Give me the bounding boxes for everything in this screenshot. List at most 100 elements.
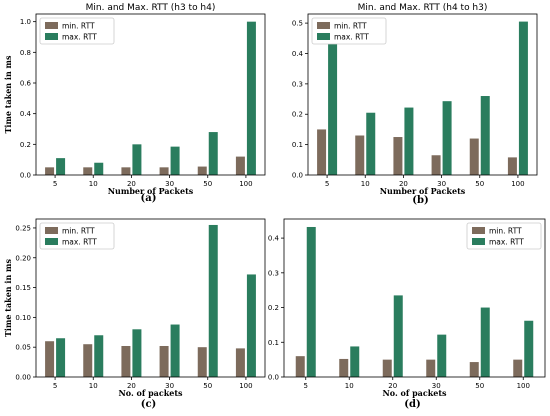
bar-max-rtt [328, 21, 338, 175]
bar-max-rtt [132, 144, 142, 175]
legend-swatch [472, 227, 485, 234]
plot-frame [35, 218, 266, 378]
x-tick-label: 20 [399, 180, 408, 188]
legend-swatch [45, 238, 58, 245]
legend-label: min. RTT [489, 227, 522, 236]
y-tick-label: 0.10 [15, 314, 31, 322]
y-tick-label: 0.2 [268, 304, 279, 312]
legend-swatch [317, 33, 330, 40]
subfigure-label: (d) [404, 399, 420, 410]
chart-panel-1: Min. and Max. RTT (h3 to h4) 0.0 0.2 0.4 0.6… [3, 3, 266, 204]
x-tick-label: 5 [304, 382, 308, 390]
y-tick-label: 0.05 [15, 344, 31, 352]
x-tick-label: 10 [89, 180, 98, 188]
y-tick-label: 0.2 [20, 141, 31, 149]
bar-min-rtt [83, 344, 93, 377]
x-tick-label: 50 [203, 180, 212, 188]
bar-min-rtt [235, 348, 245, 377]
legend-box [39, 17, 115, 45]
bar-min-rtt [513, 359, 523, 377]
bar-max-rtt [132, 329, 142, 377]
bar-max-rtt [56, 338, 66, 377]
chart-title: Min. and Max. RTT (h4 to h3) [358, 3, 488, 13]
y-tick-label: 0.0 [292, 172, 303, 180]
bar-max-rtt [442, 101, 452, 175]
x-tick-label: 20 [127, 180, 136, 188]
x-tick-label: 5 [53, 180, 57, 188]
bar-max-rtt [170, 324, 180, 377]
x-tick-label: 10 [89, 382, 98, 390]
legend-label: min. RTT [62, 227, 95, 236]
legend-label: min. RTT [334, 22, 367, 31]
subfigure-label: (c) [141, 399, 157, 410]
legend-swatch [45, 227, 58, 234]
x-tick-label: 30 [165, 180, 174, 188]
x-tick-label: 5 [53, 382, 57, 390]
plot-frame [283, 218, 546, 378]
y-tick-label: 0.8 [20, 49, 31, 57]
bar-min-rtt [197, 166, 207, 175]
x-tick-label: 50 [475, 180, 484, 188]
legend-swatch [317, 22, 330, 29]
bar-max-rtt [366, 112, 376, 175]
bar-max-rtt [246, 21, 256, 175]
bar-max-rtt [306, 226, 316, 377]
legend-box [39, 222, 115, 250]
legend-box [466, 222, 542, 250]
legend-swatch [472, 238, 485, 245]
legend-label: max. RTT [62, 238, 97, 247]
chart-panel-4: 0.0 0.1 0.2 0.3 0.4 5 10 20 30 50 100 No. of packet… [268, 218, 546, 410]
y-tick-label: 0.1 [292, 141, 303, 149]
x-tick-label: 100 [517, 382, 530, 390]
x-tick-label: 50 [203, 382, 212, 390]
bar-max-rtt [170, 146, 180, 175]
chart-panel-3: 0.00 0.05 0.10 0.15 0.20 0.25 5 10 20 30 50 100 No. … [3, 218, 266, 410]
y-tick-label: 0.3 [268, 269, 279, 277]
legend-swatch [45, 22, 58, 29]
y-tick-label: 0.0 [268, 374, 279, 382]
bar-max-rtt [208, 224, 218, 377]
bar-min-rtt [507, 157, 517, 175]
y-tick-label: 0.0 [20, 172, 31, 180]
x-tick-label: 20 [388, 382, 397, 390]
legend-box [311, 17, 387, 45]
chart-panel-2: Min. and Max. RTT (h4 to h3) 0.0 0.1 0.2 0.3… [292, 3, 538, 206]
bar-min-rtt [355, 135, 365, 175]
subfigure-label: (a) [141, 193, 157, 204]
bar-max-rtt [350, 346, 360, 377]
bar-min-rtt [393, 137, 403, 175]
x-tick-label: 50 [475, 382, 484, 390]
x-tick-label: 100 [239, 382, 252, 390]
x-tick-label: 100 [511, 180, 524, 188]
bar-min-rtt [469, 362, 479, 377]
y-tick-label: 1.0 [20, 18, 31, 26]
bar-min-rtt [235, 156, 245, 175]
y-tick-label: 0.4 [20, 110, 32, 118]
bar-min-rtt [197, 347, 207, 377]
x-tick-label: 10 [361, 180, 370, 188]
y-tick-label: 0.6 [20, 80, 32, 88]
y-tick-label: 0.15 [15, 284, 31, 292]
bar-min-rtt [121, 167, 131, 175]
bar-min-rtt [45, 167, 55, 175]
bar-max-rtt [94, 162, 104, 175]
legend-label: max. RTT [489, 238, 524, 247]
x-axis-label: Number of Packets [108, 186, 194, 196]
x-tick-label: 30 [437, 180, 446, 188]
x-tick-label: 30 [165, 382, 174, 390]
x-tick-label: 100 [239, 180, 252, 188]
bar-max-rtt [437, 334, 447, 377]
bar-min-rtt [382, 359, 392, 377]
x-tick-label: 30 [432, 382, 441, 390]
bar-max-rtt [208, 132, 218, 175]
y-tick-label: 0.1 [268, 339, 279, 347]
legend-label: max. RTT [62, 33, 97, 42]
x-tick-label: 10 [345, 382, 354, 390]
y-tick-label: 0.25 [15, 224, 31, 232]
legend: min. RTT max. RTT [39, 222, 115, 250]
y-tick-label: 0.2 [292, 111, 303, 119]
legend: min. RTT max. RTT [311, 17, 387, 45]
x-axis-label: Number of Packets [380, 186, 466, 196]
subfigure-label: (b) [412, 195, 428, 206]
